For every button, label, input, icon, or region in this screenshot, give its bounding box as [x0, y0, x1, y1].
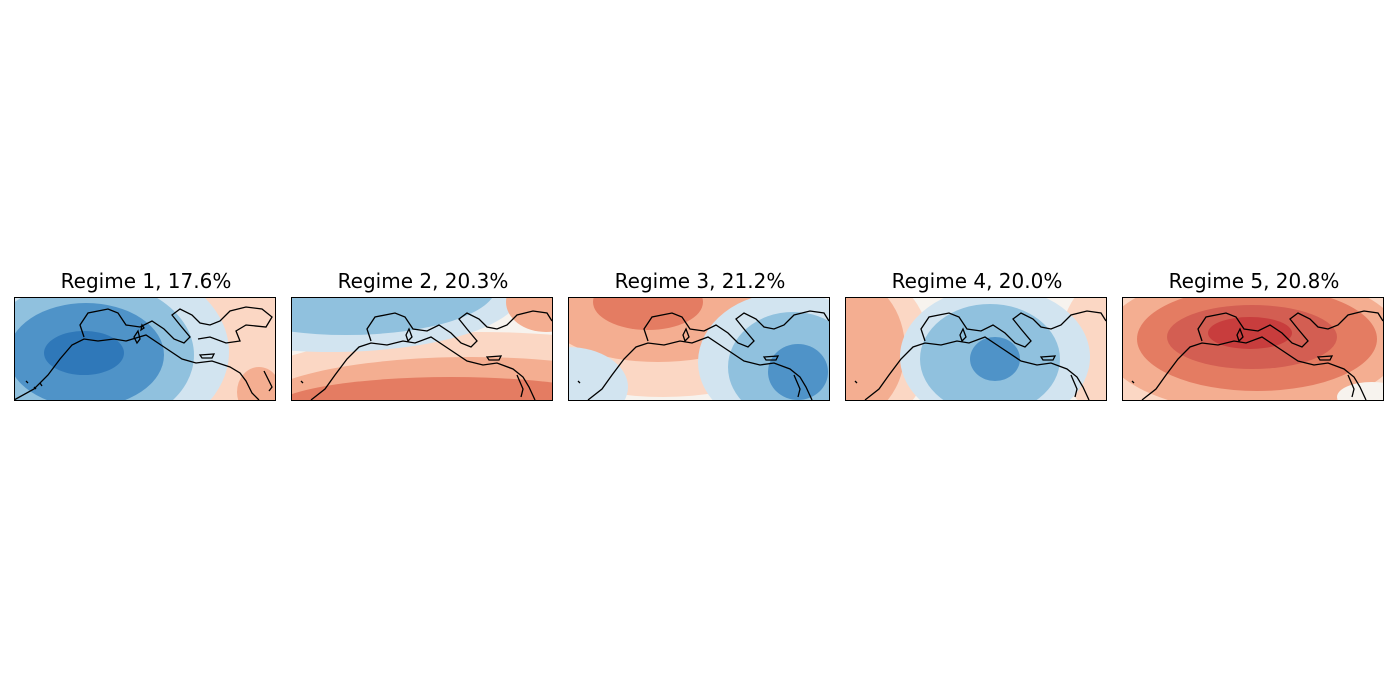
coastlines: [300, 310, 553, 401]
anomaly-field: [845, 297, 1107, 401]
coastlines: [577, 310, 830, 401]
regime-map: [845, 297, 1107, 401]
regime-map: [14, 297, 276, 401]
anomaly-field: [14, 297, 276, 401]
map-frame: [845, 297, 1107, 401]
anomaly-field: [291, 297, 553, 401]
panel-title: Regime 2, 20.3%: [337, 269, 509, 293]
regime-map: [291, 297, 553, 401]
anomaly-field: [568, 297, 830, 401]
map-frame: [14, 297, 276, 401]
coastlines: [14, 306, 273, 401]
map-frame: [291, 297, 553, 401]
regime-map: [568, 297, 830, 401]
panel-title: Regime 1, 17.6%: [60, 269, 232, 293]
regime-map: [1122, 297, 1384, 401]
map-frame: [1122, 297, 1384, 401]
anomaly-field: [1122, 297, 1384, 401]
panel-title: Regime 5, 20.8%: [1168, 269, 1340, 293]
panel-title: Regime 4, 20.0%: [891, 269, 1063, 293]
coastlines: [1131, 310, 1384, 401]
map-frame: [568, 297, 830, 401]
coastlines: [854, 310, 1107, 401]
panel-title: Regime 3, 21.2%: [614, 269, 786, 293]
